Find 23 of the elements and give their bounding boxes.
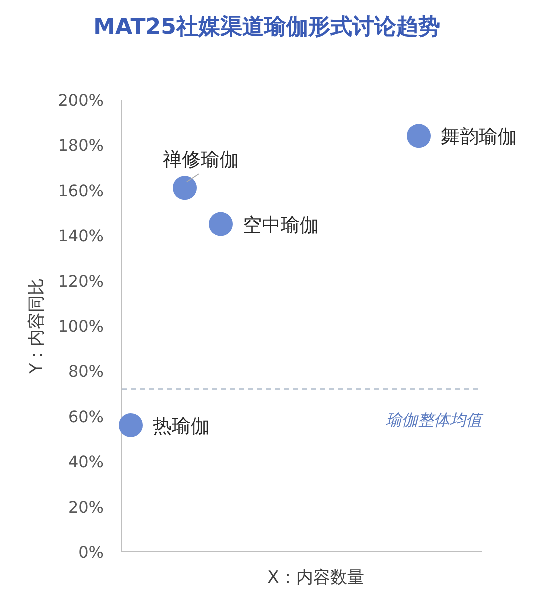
y-tick-label: 140% [58, 226, 104, 246]
series-label: 禅修瑜伽 [163, 149, 239, 172]
y-tick-label: 0% [78, 543, 104, 562]
y-tick-label: 180% [58, 136, 104, 156]
y-axis-title: Y：内容同比 [27, 278, 47, 375]
chart-title: MAT25社媒渠道瑜伽形式讨论趋势 [94, 15, 440, 40]
point [173, 176, 197, 200]
y-tick-label: 100% [58, 317, 104, 336]
y-tick-label: 80% [68, 362, 104, 382]
point [209, 212, 233, 236]
series-label: 热瑜伽 [153, 415, 210, 438]
y-tick-label: 200% [58, 91, 104, 110]
series-label: 空中瑜伽 [243, 214, 319, 236]
series-label: 舞韵瑜伽 [441, 126, 517, 148]
x-axis-title: X：内容数量 [268, 568, 364, 588]
y-tick-label: 160% [58, 181, 104, 200]
point [119, 413, 143, 438]
y-tick-label: 20% [68, 498, 104, 517]
y-tick-label: 120% [58, 272, 104, 291]
ref-line-label: 瑜伽整体均值 [386, 410, 484, 430]
point [407, 124, 431, 148]
y-tick-label: 60% [68, 407, 104, 426]
y-tick-label: 40% [68, 452, 104, 472]
